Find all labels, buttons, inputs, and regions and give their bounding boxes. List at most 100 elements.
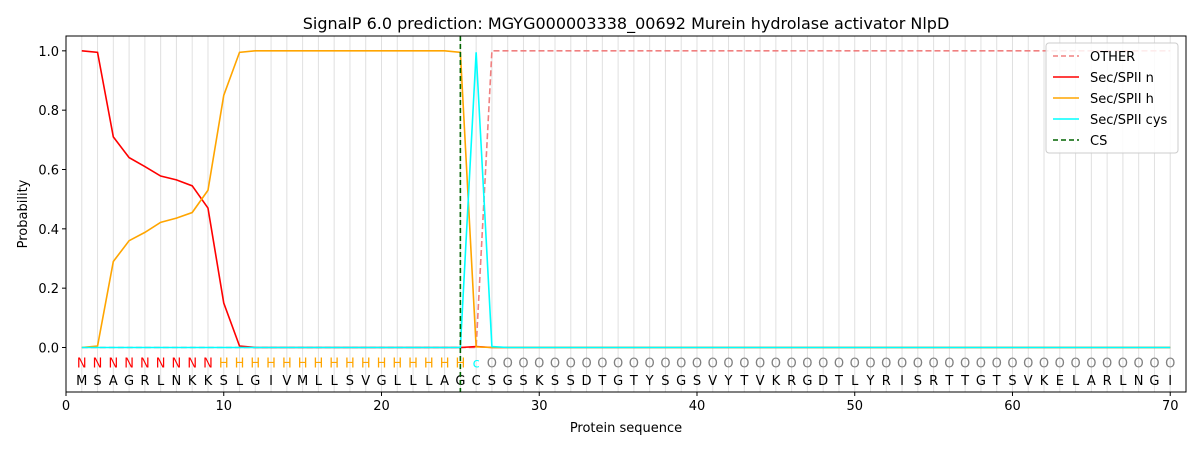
region-label: O [487,356,497,371]
region-label: N [187,356,197,371]
grid-lines [81,36,1171,392]
residue-label: G [376,374,386,389]
residue-label: G [250,374,260,389]
region-label: O [645,356,655,371]
y-tick-label: 0.6 [38,164,59,179]
residue-label: Y [724,374,733,389]
residue-label: A [440,374,449,389]
y-tick-label: 0.0 [38,342,59,357]
residue-label: L [331,374,339,389]
region-label: O [1118,356,1128,371]
region-label: O [944,356,954,371]
region-label: O [787,356,797,371]
region-label: O [1039,356,1049,371]
region-label: O [739,356,749,371]
region-label: O [503,356,513,371]
region-label: O [897,356,907,371]
residue-label: R [882,374,891,389]
residue-label: A [109,374,118,389]
legend-label-cs: CS [1090,134,1107,149]
y-tick-label: 0.8 [38,104,59,119]
residue-label: L [315,374,323,389]
residue-label: R [1103,374,1112,389]
region-label: N [77,356,87,371]
residue-label: V [708,374,717,389]
series-line-sec-spii-h [81,50,1171,349]
residue-label: S [346,374,354,389]
residue-label: K [204,374,213,389]
residue-label: K [535,374,544,389]
x-axis-label: Protein sequence [570,421,682,436]
region-label: O [550,356,560,371]
residue-label: R [787,374,796,389]
region-label: O [818,356,828,371]
region-label: H [329,356,339,371]
x-tick-label: 20 [373,399,390,414]
residue-label: V [282,374,291,389]
region-label: O [1023,356,1033,371]
residue-label: N [1134,374,1144,389]
residue-label: K [1040,374,1049,389]
y-axis-label: Probability [16,179,31,248]
residue-label: G [1149,374,1159,389]
region-label: H [345,356,355,371]
region-label: N [93,356,103,371]
legend-label-sec-spii-cys: Sec/SPII cys [1090,113,1168,128]
residue-label: G [976,374,986,389]
region-label: H [455,356,465,371]
region-label: O [660,356,670,371]
region-label: O [534,356,544,371]
region-label: H [408,356,418,371]
residue-label: S [914,374,922,389]
x-tick-label: 50 [846,399,863,414]
region-label: O [1149,356,1159,371]
residue-label: G [676,374,686,389]
region-label: O [850,356,860,371]
region-label: O [629,356,639,371]
region-label: O [865,356,875,371]
region-label: O [771,356,781,371]
region-label: O [1070,356,1080,371]
legend: OTHER Sec/SPII n Sec/SPII h Sec/SPII cys CS [1045,42,1179,154]
residue-label: T [944,374,953,389]
region-label: H [298,356,308,371]
x-tick-label: 30 [531,399,548,414]
residue-label: G [124,374,134,389]
residue-label: L [394,374,402,389]
legend-label-other: OTHER [1090,50,1135,65]
residue-label: L [425,374,433,389]
residue-label: S [519,374,527,389]
region-label: H [266,356,276,371]
y-tick-label: 0.2 [38,282,59,297]
region-label: O [960,356,970,371]
legend-box [1045,42,1179,154]
x-tick-label: 10 [215,399,232,414]
region-label: O [755,356,765,371]
residue-label: I [900,374,904,389]
residue-label: S [1008,374,1016,389]
region-label: O [692,356,702,371]
chart-title: SignalP 6.0 prediction: MGYG000003338_00… [303,14,950,34]
sequence-labels: MSAGRLNKKSLGIVMLLSVGLLLAGCSGSKSSDTGTYSGS… [76,356,1175,389]
residue-label: L [851,374,859,389]
residue-label: Y [866,374,875,389]
residue-label: T [960,374,969,389]
residue-label: L [236,374,244,389]
region-label: O [708,356,718,371]
residue-label: S [551,374,559,389]
region-label: N [140,356,150,371]
residue-label: N [172,374,182,389]
residue-label: S [693,374,701,389]
residue-label: T [597,374,606,389]
legend-label-sec-spii-h: Sec/SPII h [1090,92,1154,107]
region-label: O [802,356,812,371]
region-label: O [834,356,844,371]
region-label: H [235,356,245,371]
residue-label: I [1168,374,1172,389]
x-tick-label: 0 [62,399,70,414]
residue-label: L [1072,374,1080,389]
residue-label: C [472,374,481,389]
series-line-sec-spii-cys [81,52,1171,349]
region-label: N [203,356,213,371]
residue-label: G [503,374,513,389]
